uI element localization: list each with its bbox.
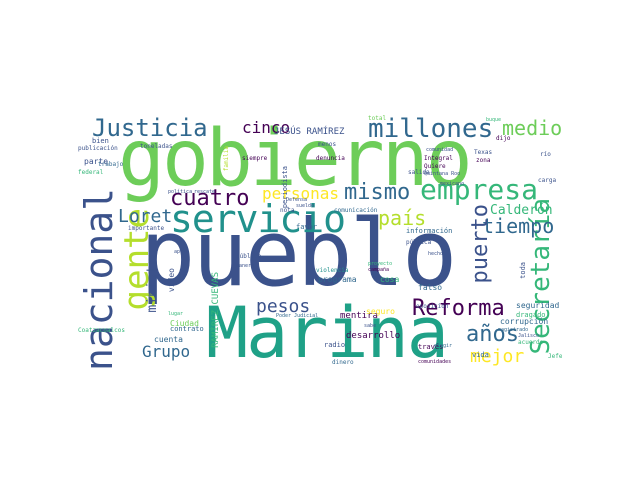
- word-falso: falso: [418, 283, 443, 292]
- word-denuncia: denuncia: [316, 155, 345, 162]
- word-total: total: [368, 115, 387, 122]
- word-lugar: lugar: [168, 311, 184, 317]
- word-jefe: Jefe: [548, 353, 562, 360]
- word-empresa: empresa: [420, 173, 539, 206]
- word-federal: federal: [78, 169, 104, 176]
- word-pesos: pesos: [256, 296, 311, 317]
- word-zona: zona: [476, 157, 491, 164]
- word-tiempo: tiempo: [482, 214, 555, 238]
- word-politica: política: [168, 189, 193, 195]
- word-seguridad: seguridad: [516, 301, 560, 310]
- word-magistrado: magistrado: [498, 327, 529, 333]
- word-nota: nota: [280, 207, 295, 214]
- word-quiere: Quiere: [424, 163, 446, 170]
- word-manera: manera: [236, 263, 255, 269]
- word-menos: menos: [318, 141, 337, 148]
- word-comunidad: comunidad: [426, 147, 454, 153]
- word-informacion: información: [406, 227, 453, 235]
- word-programa: programa: [318, 275, 357, 284]
- word-dijo: dijo: [496, 135, 511, 142]
- word-hecho: hecho: [428, 251, 444, 257]
- word-cosa: cosa: [380, 275, 400, 284]
- word-desarrollo: desarrollo: [346, 331, 401, 341]
- word-toda: toda: [519, 262, 527, 279]
- word-nacional: nacional: [78, 188, 121, 372]
- word-bien: bien: [92, 137, 109, 145]
- word-proyecto: proyecto: [368, 261, 393, 267]
- word-comunidades: comunidades: [418, 359, 452, 365]
- word-anos: años: [466, 322, 519, 347]
- word-cloud: pueblo gobierno Marina servicio nacional…: [78, 108, 562, 372]
- word-salida: salida: [408, 169, 430, 176]
- word-servicio: servicio: [170, 197, 346, 241]
- word-importante: importante: [128, 225, 165, 232]
- word-publica: pública: [406, 239, 432, 246]
- word-campana: campaña: [368, 267, 390, 273]
- word-defensa: Defensa: [286, 197, 308, 203]
- word-publicacion: publicación: [78, 145, 118, 152]
- word-jesus-ramirez: JESÚS RAMÍREZ: [274, 127, 345, 137]
- word-grupo: Grupo: [142, 342, 191, 361]
- word-marina: Marina: [206, 292, 449, 372]
- word-loret: Loret: [118, 206, 173, 227]
- word-comunicacion: comunicación: [334, 207, 378, 214]
- word-gobierno: gobierno: [118, 114, 473, 204]
- word-trabajo: trabajo: [98, 161, 124, 168]
- word-acuerdo: acuerdo: [518, 339, 544, 346]
- word-publico: público: [236, 253, 262, 260]
- word-poder-judicial: Poder Judicial: [276, 313, 319, 319]
- word-vida: vida: [472, 351, 489, 359]
- word-coatzacoalcos: Coatzacoalcos: [78, 327, 125, 334]
- word-reforma: Reforma: [412, 296, 505, 321]
- word-favor: favor: [296, 223, 318, 231]
- word-dragado: dragado: [516, 311, 546, 319]
- word-texas: Texas: [474, 149, 493, 156]
- word-oposicion: oposición: [416, 303, 449, 310]
- word-justicia: Justicia: [92, 114, 208, 142]
- word-personas: personas: [262, 184, 340, 203]
- word-buque: buque: [486, 117, 502, 123]
- word-ministro: ministro: [145, 250, 160, 313]
- word-ciudad: Ciudad: [170, 319, 199, 328]
- word-rio: río: [540, 151, 551, 158]
- word-violencia: violencia: [316, 267, 349, 274]
- word-rescate: rescate: [194, 189, 216, 195]
- word-cuenta: cuenta: [154, 335, 183, 344]
- word-pais: país: [378, 206, 427, 230]
- word-pueblo: pueblo: [140, 200, 457, 307]
- word-carga: carga: [538, 177, 557, 184]
- word-familia: familia: [223, 146, 230, 172]
- word-toneladas: toneladas: [140, 143, 173, 150]
- word-parte: parte: [84, 157, 109, 166]
- word-ramirez-cuevas: RAMÍREZ CUEVAS: [211, 272, 221, 348]
- word-mentira: mentira: [340, 311, 378, 321]
- word-radio: radio: [324, 341, 346, 349]
- word-siempre: siempre: [242, 155, 268, 162]
- word-jalisco: Jalisco: [518, 333, 540, 339]
- word-quintana-roo: Quintana Roo: [424, 171, 461, 177]
- word-medio: medio: [502, 116, 562, 140]
- word-cinco: cinco: [242, 118, 291, 137]
- word-dinero: dinero: [332, 359, 354, 366]
- word-contrato: contrato: [170, 325, 204, 333]
- word-puerto: puerto: [468, 204, 493, 284]
- word-apoyo: apoyo: [174, 249, 190, 255]
- word-traves: través: [418, 343, 444, 351]
- word-cuatro: cuatro: [170, 186, 250, 211]
- word-calderon: Calderón: [490, 203, 553, 218]
- word-mexicano: mexicano: [440, 181, 465, 187]
- word-mejor: mejor: [470, 346, 525, 367]
- word-corrupcion: corrupción: [500, 317, 549, 326]
- word-video: video: [167, 268, 176, 293]
- word-elegir: elegir: [434, 343, 453, 349]
- word-mismo: mismo: [344, 180, 411, 205]
- word-seguro: seguro: [366, 307, 395, 316]
- word-sabe: sabe: [364, 323, 377, 329]
- word-millones: millones: [368, 114, 494, 144]
- word-integral: Integral: [424, 155, 453, 162]
- word-sueldo: sueldo: [296, 203, 315, 209]
